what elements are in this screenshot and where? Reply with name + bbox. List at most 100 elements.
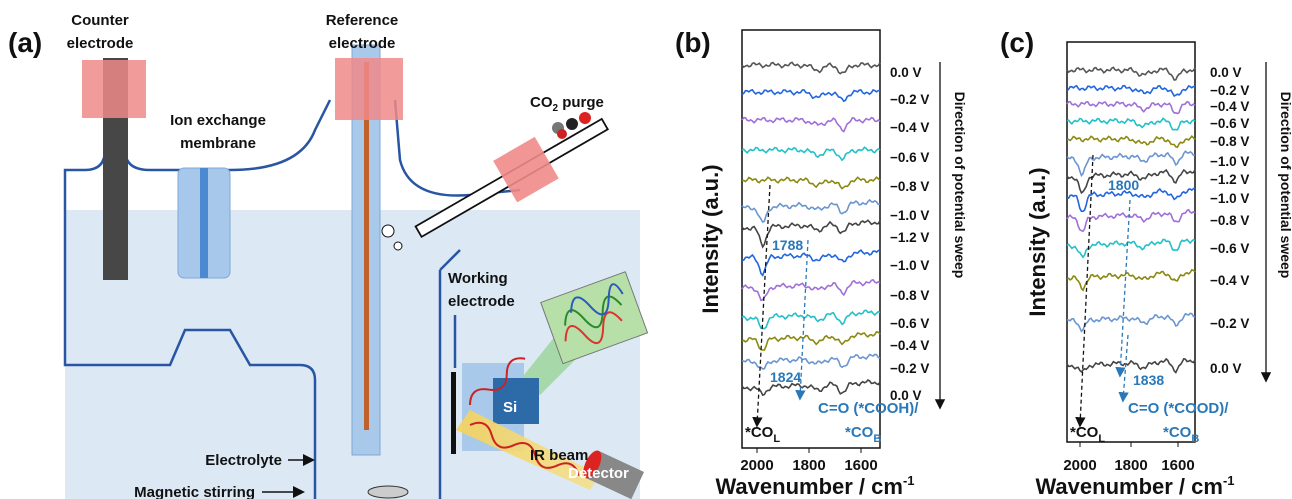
potential-label: −0.8 V (890, 179, 929, 194)
potential-label: −1.0 V (890, 258, 929, 273)
label: electrode (67, 35, 134, 52)
spectrum (742, 332, 880, 350)
peak-label: 1838 (1133, 372, 1164, 388)
potential-label: −0.6 V (1210, 116, 1249, 131)
spectrum (1067, 270, 1195, 290)
spectrum (1067, 136, 1195, 147)
spectrum (742, 380, 880, 395)
spectrum (1067, 118, 1195, 129)
subscript: L (773, 433, 780, 445)
cell-diagram (65, 45, 648, 499)
y-axis-label: Intensity (a.u.) (698, 164, 723, 313)
label: Reference (326, 12, 399, 29)
panel-label: (a) (8, 27, 42, 58)
x-tick-label: 1600 (844, 457, 877, 474)
label: Magnetic stirring (134, 484, 255, 499)
potential-label: −0.2 V (1210, 316, 1249, 331)
potential-label: 0.0 V (1210, 65, 1242, 80)
label: Working (448, 270, 508, 287)
label: electrode (448, 293, 515, 310)
x-tick-label: 1600 (1161, 457, 1194, 474)
x-tick-label: 2000 (1063, 457, 1096, 474)
label-part: purge (558, 94, 604, 111)
potential-label: −0.4 V (1210, 99, 1249, 114)
figure: (a) Counter electrode Reference electrod… (0, 0, 1292, 499)
potential-label: −1.2 V (1210, 172, 1249, 187)
label: membrane (180, 135, 256, 152)
potential-label: −1.0 V (1210, 154, 1249, 169)
label-part: *CO (845, 424, 874, 441)
label-part: Wavenumber / cm (715, 474, 902, 499)
label: IR beam (530, 447, 588, 464)
spectrum (742, 220, 880, 247)
potential-label: −0.8 V (1210, 213, 1249, 228)
band-label: C=O (*COOH)/ (818, 400, 919, 417)
label: Electrolyte (205, 452, 282, 469)
spectrum (1067, 239, 1195, 257)
x-axis-label: Wavenumber / cm-1 (1035, 473, 1234, 499)
spectrum (742, 280, 880, 301)
spectrum (742, 147, 880, 160)
spectrum (1067, 210, 1195, 231)
label-part: *CO (1070, 424, 1099, 441)
sweep-label: Direction of potential sweep (952, 92, 968, 279)
subscript: B (873, 433, 881, 445)
label: Counter (71, 12, 129, 29)
subscript: L (1098, 433, 1105, 445)
band-label: C=O (*COOD)/ (1128, 400, 1229, 417)
potential-label: 0.0 V (890, 65, 922, 80)
x-tick-label: 1800 (1114, 457, 1147, 474)
subscript: B (1191, 433, 1199, 445)
label-part: CO (530, 94, 553, 111)
peak-guide (1123, 335, 1128, 400)
spectrum (1067, 313, 1195, 331)
potential-label: −0.4 V (890, 338, 929, 353)
band-label: *COB (845, 424, 881, 445)
x-tick-label: 1800 (792, 457, 825, 474)
potential-label: −0.4 V (890, 120, 929, 135)
label-part: *CO (745, 424, 774, 441)
potential-label: −0.2 V (1210, 83, 1249, 98)
potential-label: −1.0 V (1210, 191, 1249, 206)
potential-label: −0.2 V (890, 92, 929, 107)
peak-guide (800, 240, 808, 398)
spectrum (742, 354, 880, 369)
x-tick-label: 2000 (740, 457, 773, 474)
spectrum (742, 250, 880, 276)
spectrum (742, 177, 880, 188)
spectrum (1067, 67, 1195, 80)
potential-label: −0.2 V (890, 361, 929, 376)
potential-label: −1.0 V (890, 208, 929, 223)
potential-label: −1.2 V (890, 230, 929, 245)
spectrum (742, 62, 880, 73)
potential-label: −0.6 V (890, 150, 929, 165)
potential-label: −0.8 V (1210, 134, 1249, 149)
potential-label: −0.6 V (890, 316, 929, 331)
label: Ion exchange (170, 112, 266, 129)
label-part: Wavenumber / cm (1035, 474, 1222, 499)
panel-label: (b) (675, 27, 711, 58)
peak-label: 1788 (772, 237, 803, 253)
label-part: *CO (1163, 424, 1192, 441)
band-label: *COL (745, 424, 780, 445)
sweep-label: Direction of potential sweep (1278, 92, 1292, 279)
spectrum (742, 118, 880, 132)
superscript: -1 (903, 473, 915, 488)
spectrum (1067, 359, 1195, 373)
panel-label: (c) (1000, 27, 1034, 58)
spectrum (1067, 86, 1195, 96)
peak-label: 1800 (1108, 177, 1139, 193)
x-axis-label: Wavenumber / cm-1 (715, 473, 914, 499)
spectrum (742, 200, 880, 222)
label: electrode (329, 35, 396, 52)
label: Si (503, 399, 517, 416)
superscript: -1 (1223, 473, 1235, 488)
potential-label: −0.8 V (890, 288, 929, 303)
spectrum (742, 90, 880, 101)
label: CO2 purge (530, 94, 604, 114)
y-axis-label: Intensity (a.u.) (1025, 167, 1050, 316)
label: Detector (568, 465, 629, 482)
potential-label: −0.6 V (1210, 241, 1249, 256)
peak-guide (1120, 200, 1130, 375)
potential-label: 0.0 V (1210, 361, 1242, 376)
